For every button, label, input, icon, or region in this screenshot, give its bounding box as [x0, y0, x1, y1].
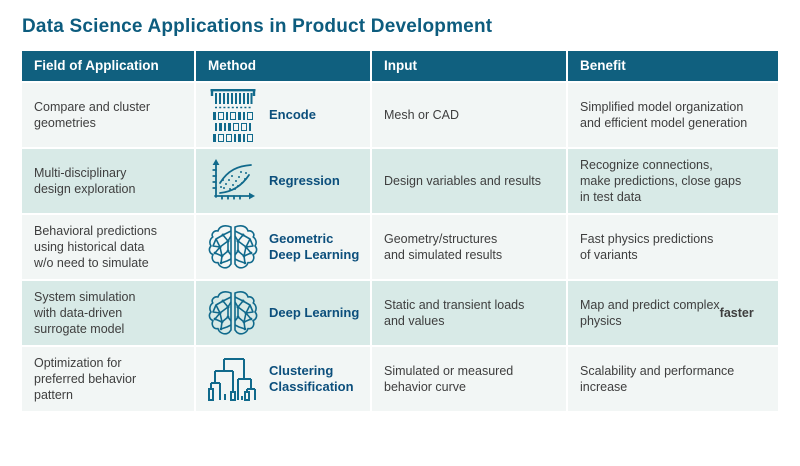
field-cell: Multi-disciplinary design exploration: [22, 149, 194, 213]
method-cell: Geometric Deep Learning: [196, 215, 370, 279]
column-header-field: Field of Application: [22, 51, 194, 81]
column-header-input: Input: [372, 51, 566, 81]
page-title: Data Science Applications in Product Dev…: [22, 16, 493, 37]
field-cell: Optimization for preferred behavior patt…: [22, 347, 194, 411]
benefit-cell: Map and predict complex physics faster: [568, 281, 778, 345]
method-cell: Deep Learning: [196, 281, 370, 345]
field-cell: Compare and cluster geometries: [22, 83, 194, 147]
applications-table: Field of Application Method Input Benefi…: [22, 51, 778, 411]
column-header-method: Method: [196, 51, 370, 81]
method-label: Geometric Deep Learning: [269, 230, 360, 262]
benefit-text: Simplified model organization and effici…: [580, 99, 748, 130]
brain-network-icon: [206, 289, 260, 337]
field-cell: Behavioral predictions using historical …: [22, 215, 194, 279]
binary-row: [214, 122, 253, 132]
benefit-text: Map and predict complex physics: [580, 297, 720, 328]
brain-network-icon: [206, 223, 260, 271]
dendrogram-icon: [206, 356, 260, 402]
benefit-cell: Recognize connections, make predictions,…: [568, 149, 778, 213]
input-cell: Simulated or measured behavior curve: [372, 347, 566, 411]
method-cell: Clustering Classification: [196, 347, 370, 411]
column-header-benefit: Benefit: [568, 51, 778, 81]
method-label: Regression: [269, 172, 340, 188]
input-cell: Design variables and results: [372, 149, 566, 213]
method-label: Clustering Classification: [269, 362, 354, 394]
method-cell: Regression: [196, 149, 370, 213]
benefit-text: Scalability and performance increase: [580, 363, 735, 394]
binary-row: [212, 111, 254, 121]
benefit-cell: Fast physics predictions of variants: [568, 215, 778, 279]
benefit-bold-text: faster: [719, 305, 754, 320]
benefit-text: Recognize connections, make predictions,…: [580, 157, 742, 205]
benefit-text: Fast physics predictions of variants: [580, 231, 714, 262]
method-label: Encode: [269, 106, 316, 122]
regression-scatter-icon: [206, 158, 260, 204]
benefit-cell: Scalability and performance increase: [568, 347, 778, 411]
binary-row: [212, 133, 254, 143]
benefit-cell: Simplified model organization and effici…: [568, 83, 778, 147]
input-cell: Mesh or CAD: [372, 83, 566, 147]
input-cell: Geometry/structures and simulated result…: [372, 215, 566, 279]
method-cell: Encode: [196, 83, 370, 147]
input-cell: Static and transient loads and values: [372, 281, 566, 345]
method-label: Deep Learning: [269, 304, 360, 320]
binary-encode-icon: [206, 88, 260, 143]
field-cell: System simulation with data-driven surro…: [22, 281, 194, 345]
